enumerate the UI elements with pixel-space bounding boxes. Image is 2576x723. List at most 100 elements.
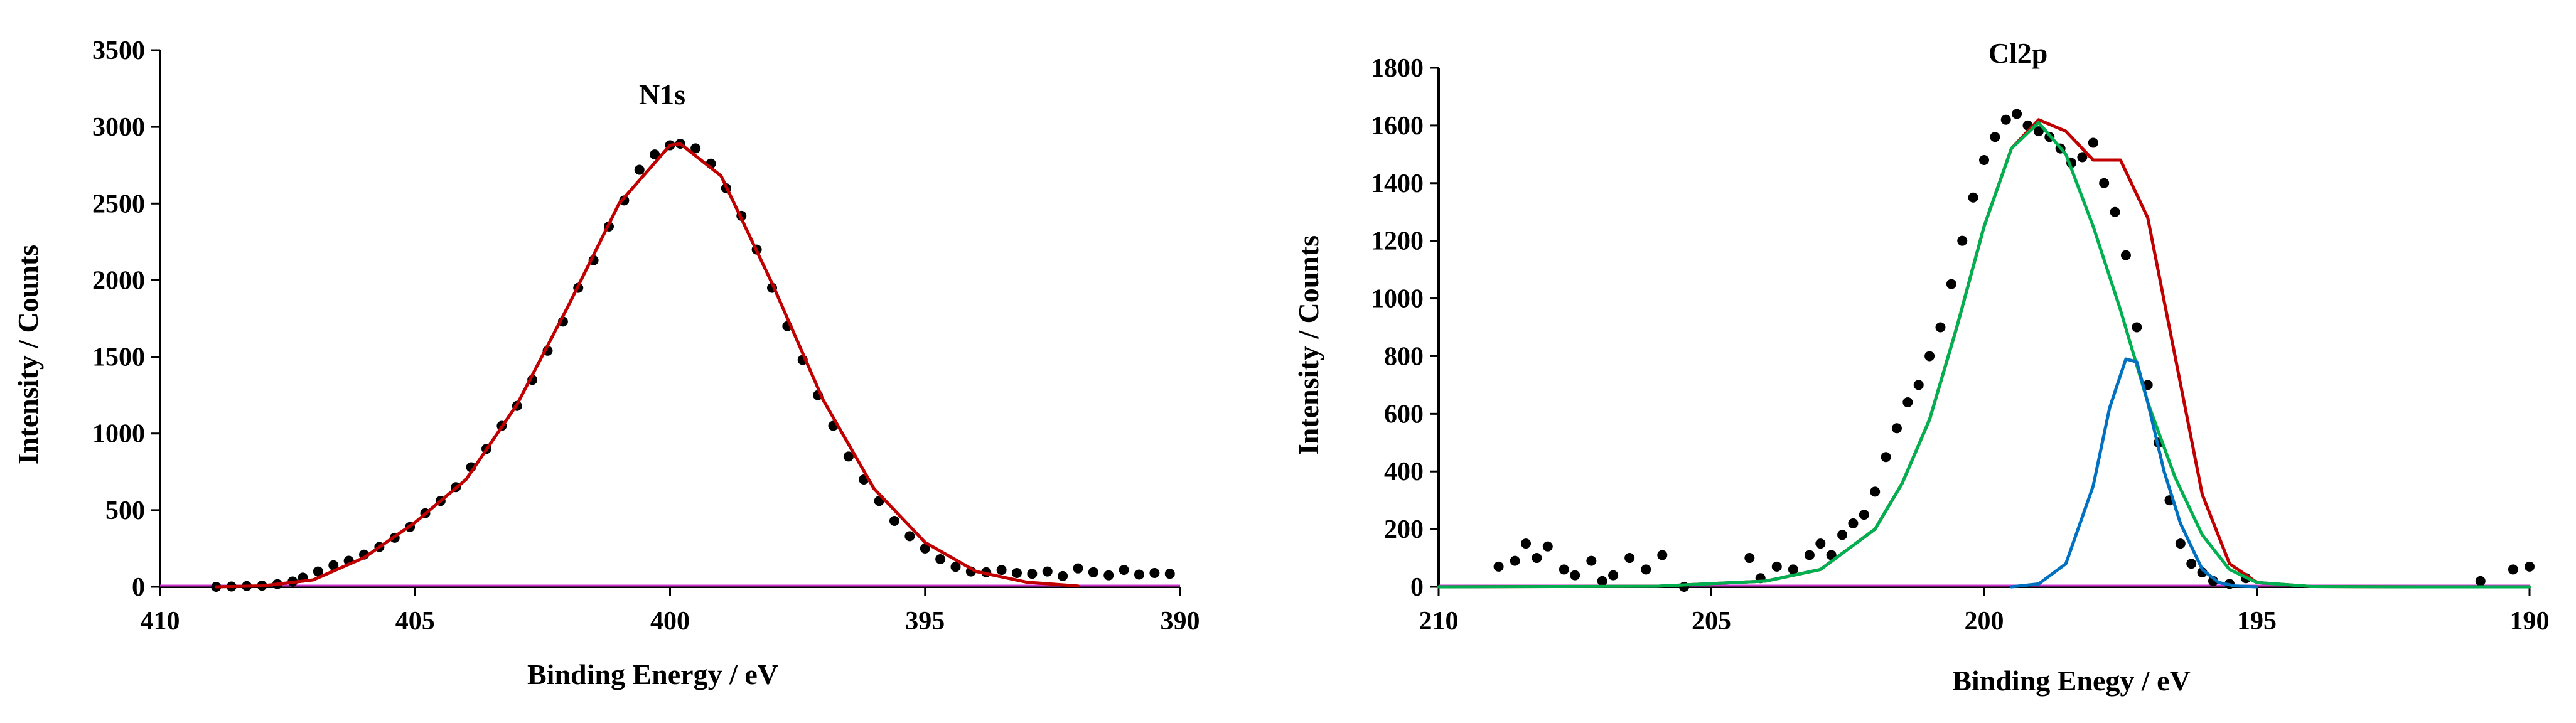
cl2p-data-point [1586, 555, 1597, 566]
cl2p-data-point [1559, 564, 1569, 575]
n1s-data-point [1012, 568, 1022, 579]
n1s-x-tick-label: 400 [650, 607, 690, 636]
cl2p-chart: 0 200 400 600 800 1000 1200 1400 1600 1800 210 205 2… [1292, 37, 2550, 697]
cl2p-data-point [1881, 452, 1891, 463]
cl2p-data-point [1570, 570, 1580, 581]
n1s-data-point [1073, 563, 1083, 574]
cl2p-data-point [1493, 561, 1504, 572]
cl2p-data-point [1542, 541, 1553, 552]
cl2p-data-point [1848, 518, 1859, 528]
cl2p-data-point [2120, 250, 2131, 260]
n1s-data-point [950, 562, 961, 572]
cl2p-y-tick-label: 1600 [1371, 112, 1424, 141]
cl2p-data-point [1744, 553, 1755, 564]
cl2p-data-point [1837, 530, 1848, 540]
n1s-data-point [1027, 569, 1038, 579]
cl2p-x-tick-label: 200 [1965, 607, 2004, 636]
n1s-data-point [1042, 566, 1053, 577]
cl2p-y-tick-label: 1000 [1371, 285, 1424, 314]
n1s-y-tick-label: 3500 [92, 36, 145, 65]
cl2p-y-tick-label: 1200 [1371, 227, 1424, 256]
cl2p-data-point [1891, 423, 1902, 434]
cl2p-x-tick-label: 195 [2237, 607, 2277, 636]
n1s-y-tick-label: 0 [132, 573, 145, 602]
cl2p-data-point [1935, 322, 1946, 333]
cl2p-x-tick-label: 190 [2510, 607, 2550, 636]
cl2p-data-point [1608, 570, 1619, 581]
n1s-data-point [328, 560, 339, 570]
cl2p-data-point [1913, 380, 1924, 390]
n1s-data-point [920, 543, 930, 554]
n1s-data-point [843, 451, 854, 462]
cl2p-x-tick-label: 210 [1419, 607, 1459, 636]
n1s-x-tick-label: 410 [141, 607, 180, 636]
n1s-y-tick-label: 2500 [92, 190, 145, 218]
cl2p-data-point [2077, 152, 2088, 163]
cl2p-y-tick-label: 0 [1410, 573, 1424, 602]
cl2p-data-point [2186, 559, 2197, 569]
cl2p-data-point [1990, 132, 2000, 142]
cl2p-data-point [1510, 555, 1520, 566]
n1s-data-point [650, 149, 660, 160]
n1s-x-tick-label: 390 [1161, 607, 1200, 636]
cl2p-x-tick-label: 205 [1692, 607, 1731, 636]
cl2p-data-point [2033, 126, 2044, 137]
n1s-data-point [690, 143, 701, 154]
cl2p-component_1-line [1437, 120, 2531, 589]
n1s-data-point [634, 164, 645, 175]
cl2p-data-point [1826, 550, 1837, 560]
cl2p-data-point [1804, 550, 1815, 560]
cl2p-y-tick-label: 1800 [1371, 54, 1424, 83]
cl2p-data-point [2012, 109, 2022, 119]
n1s-y-tick-label: 2000 [92, 266, 145, 295]
n1s-data-point [1134, 569, 1144, 580]
cl2p-data-point [1624, 553, 1635, 564]
n1s-data-point [935, 554, 946, 565]
cl2p-y-axis-title: Intensity / Counts [1292, 235, 1324, 455]
cl2p-data-point [2525, 561, 2535, 572]
n1s-title: N1s [639, 78, 685, 110]
cl2p-data-point [2088, 137, 2098, 148]
cl2p-data-point [1815, 538, 1826, 549]
n1s-data-point [904, 531, 915, 542]
cl2p-y-tick-label: 200 [1384, 515, 1424, 544]
n1s-data-point [313, 566, 323, 577]
cl2p-data-point [2110, 206, 2120, 217]
n1s-plot-area: 0 500 1000 1500 2000 2500 3000 3500 410 405 400 395… [92, 36, 1200, 636]
cl2p-data-point [1957, 235, 1968, 246]
cl2p-data-point [2132, 322, 2142, 333]
cl2p-data-point [1771, 561, 1782, 572]
n1s-y-axis-title: Intensity / Counts [12, 245, 44, 464]
n1s-data-point [1149, 568, 1160, 579]
cl2p-data-point [1924, 351, 1935, 362]
cl2p-data-point [2175, 538, 2186, 549]
n1s-data-point [1058, 570, 1068, 581]
cl2p-y-tick-label: 600 [1384, 400, 1424, 429]
n1s-fit-line [214, 142, 1080, 589]
n1s-data-point [996, 565, 1007, 576]
cl2p-data-point [1968, 192, 1978, 203]
cl2p-data-point [1597, 576, 1607, 586]
n1s-y-tick-label: 500 [105, 496, 145, 525]
cl2p-data-point [1788, 564, 1798, 575]
cl2p-data-point [1946, 279, 1956, 289]
cl2p-data-point [1521, 538, 1532, 549]
n1s-y-tick-label: 3000 [92, 113, 145, 142]
n1s-data-point [1088, 567, 1098, 577]
n1s-data-point [1119, 565, 1129, 576]
cl2p-data-point [2000, 114, 2011, 125]
cl2p-y-tick-label: 1400 [1371, 169, 1424, 198]
cl2p-data-point [1532, 553, 1542, 564]
cl2p-data-point [2099, 178, 2110, 188]
n1s-x-tick-label: 395 [905, 607, 945, 636]
cl2p-data-point [1870, 486, 1881, 497]
n1s-data-point [1164, 569, 1175, 579]
cl2p-data-point [1859, 510, 1869, 520]
cl2p-y-tick-label: 400 [1384, 458, 1424, 486]
cl2p-plot-area: 0 200 400 600 800 1000 1200 1400 1600 1800 210 205 2… [1371, 54, 2550, 636]
n1s-chart: 0 500 1000 1500 2000 2500 3000 3500 410 405 400 395… [12, 36, 1200, 690]
n1s-data-point [889, 515, 899, 526]
cl2p-data-point [2508, 564, 2518, 575]
cl2p-data-point [1641, 564, 1651, 575]
n1s-y-tick-label: 1500 [92, 343, 145, 372]
